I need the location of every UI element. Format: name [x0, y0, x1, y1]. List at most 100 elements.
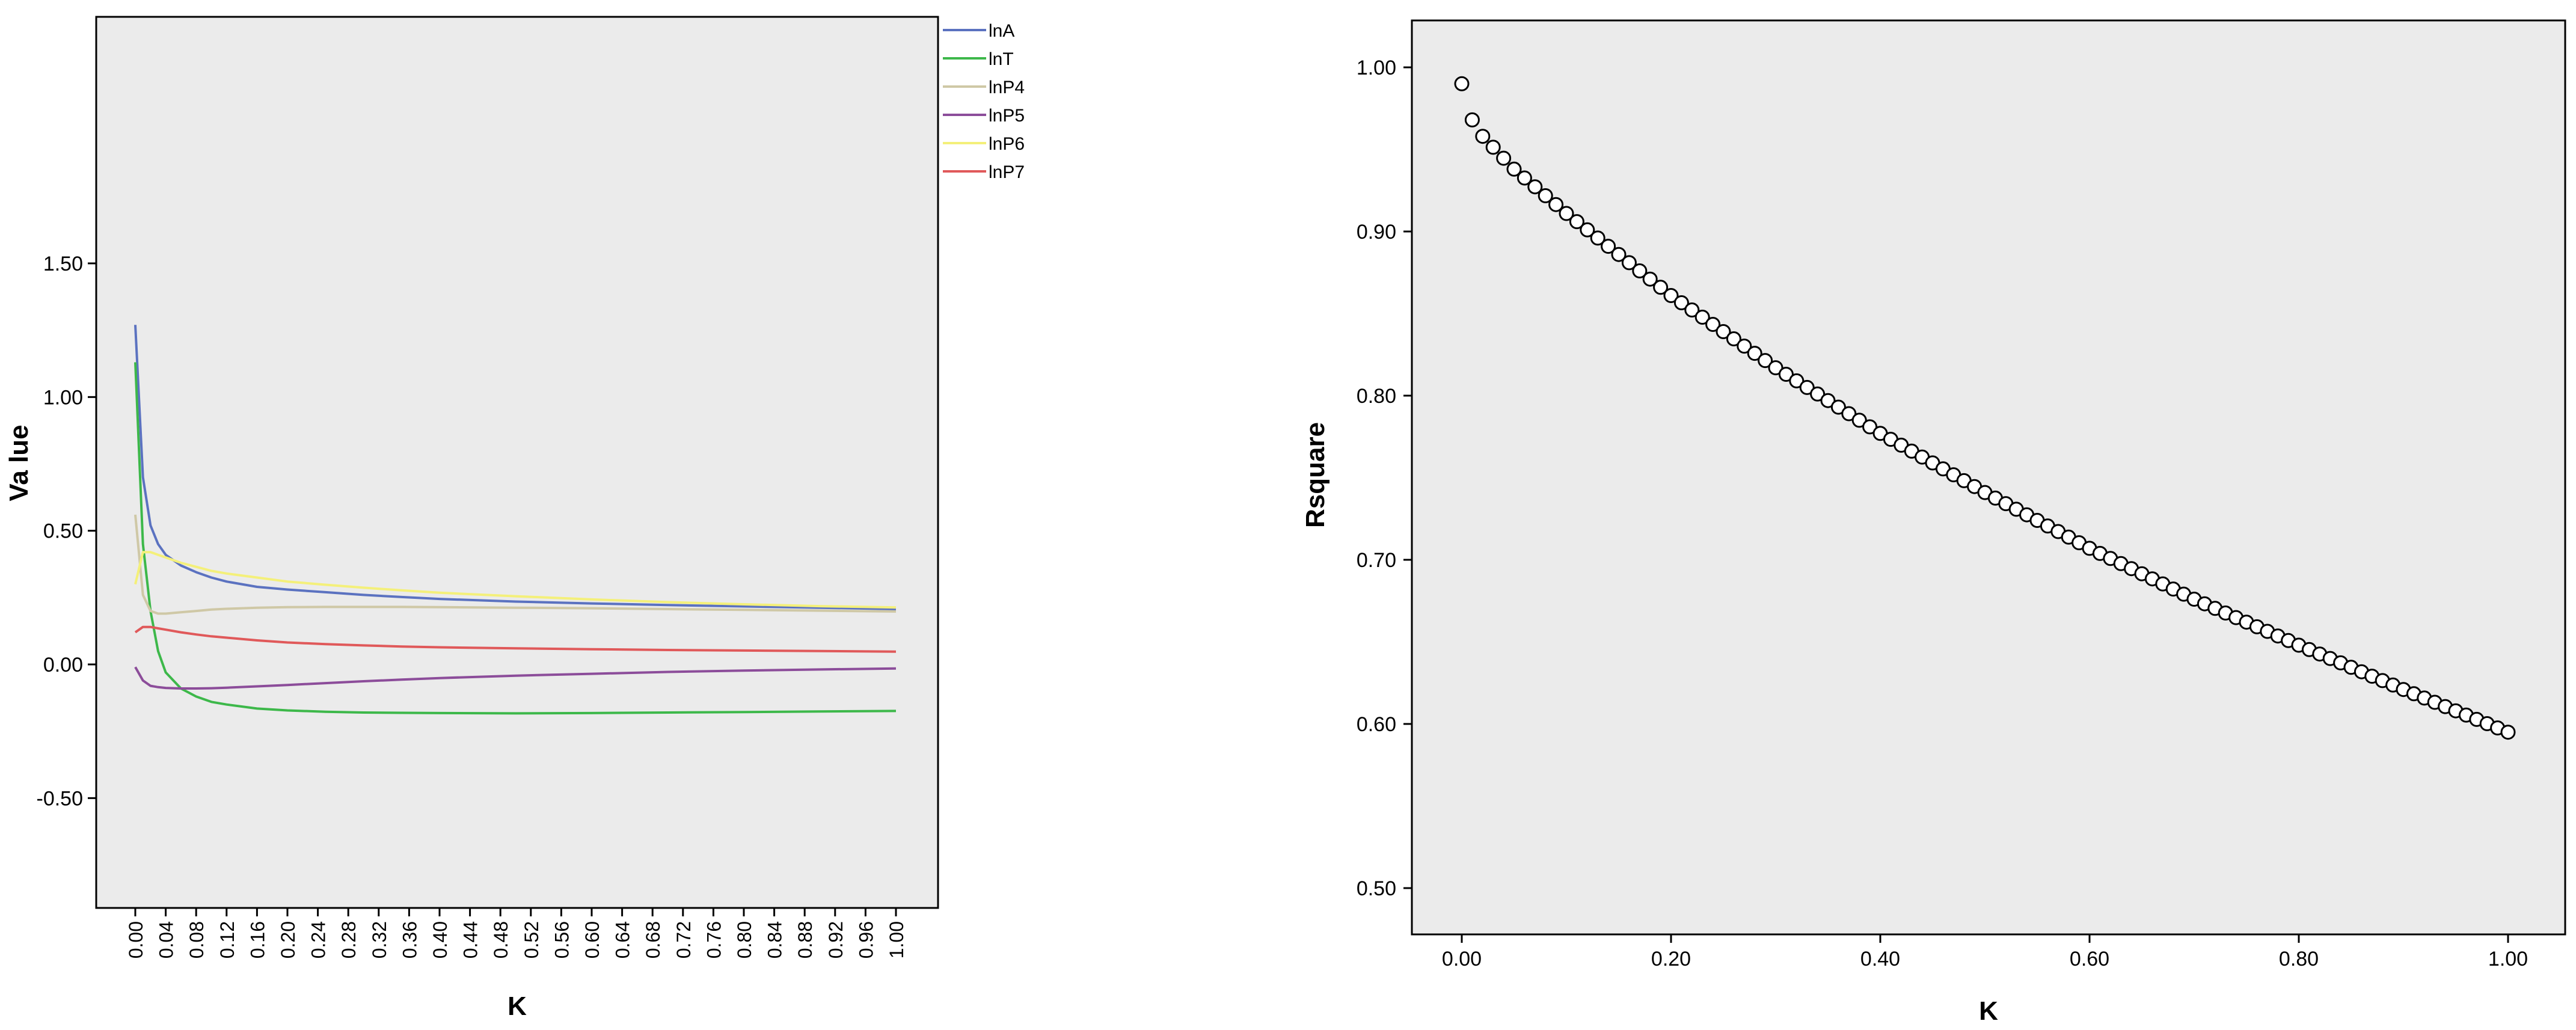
scatter-point [1548, 197, 1564, 212]
scatter-point [1464, 112, 1480, 127]
scatter-point [1820, 393, 1836, 408]
y-tick-label-left: 1.00 [43, 386, 83, 409]
series-line-lnT [134, 362, 897, 715]
scatter-point [1830, 399, 1846, 415]
scatter-point [1516, 170, 1532, 186]
scatter-point [1694, 310, 1710, 325]
scatter-point [1559, 206, 1574, 221]
scatter-point [1621, 255, 1637, 271]
x-tick-label-left: 0.12 [216, 921, 238, 958]
scatter-point [1454, 76, 1470, 91]
scatter-point [1726, 331, 1741, 346]
coefficient-trace-chart: -0.50 0.00 0.50 1.00 1.50 0.00 0.04 0.08 0.12 0.… [4, 16, 1025, 1021]
scatter-point [2500, 725, 2516, 740]
series-line-lnP7 [134, 625, 897, 653]
scatter-point [1810, 386, 1826, 402]
plot-area-left [95, 16, 939, 909]
legend-label-lnA: lnA [989, 21, 1014, 41]
x-tick-label-left: 0.68 [642, 921, 664, 958]
scatter-point [1506, 161, 1522, 177]
scatter-point [1642, 271, 1658, 287]
x-tick-label-right: 1.00 [2488, 948, 2528, 970]
x-tick-label-right: 0.20 [1651, 948, 1691, 970]
scatter-point [1716, 324, 1731, 339]
plot-area-right [1411, 19, 2566, 936]
scatter-point [1485, 139, 1501, 155]
scatter-point [1653, 280, 1669, 295]
scatter-point [1632, 263, 1648, 278]
legend: lnA lnT lnP4 lnP5 lnP6 lnP7 [943, 21, 1025, 182]
x-tick-label-left: 0.96 [855, 921, 877, 958]
scatter-point [1778, 367, 1794, 382]
scatter-point [1851, 412, 1867, 428]
x-tick-label-left: 0.80 [734, 921, 755, 958]
scatter-point [1590, 230, 1605, 246]
scatter-point [1768, 360, 1783, 376]
scatter-point [1538, 188, 1553, 203]
y-tick-label-left: -0.50 [37, 787, 84, 810]
scatter-point [1841, 406, 1857, 422]
scatter-point [1799, 379, 1815, 395]
y-tick-label-right: 0.60 [1357, 713, 1396, 736]
x-tick-label-left: 0.20 [277, 921, 299, 958]
x-tick-label-right: 0.80 [2279, 948, 2319, 970]
legend-label-lnP4: lnP4 [989, 78, 1025, 97]
scatter-point [1580, 222, 1595, 238]
x-axis-label-right: K [1979, 996, 1998, 1026]
scatter-point [1527, 179, 1543, 195]
y-tick-label-right: 1.00 [1357, 57, 1396, 79]
x-tick-label-left: 0.04 [156, 921, 177, 958]
x-tick-label-left: 0.44 [460, 921, 482, 958]
x-tick-label-left: 0.08 [186, 921, 207, 958]
y-tick-label-left: 0.50 [43, 520, 83, 543]
legend-label-lnP5: lnP5 [989, 106, 1025, 126]
legend-label-lnP7: lnP7 [989, 162, 1025, 182]
y-tick-label-right: 0.90 [1357, 221, 1396, 244]
x-axis-label-left: K [508, 992, 527, 1021]
scatter-point [1747, 346, 1762, 361]
x-tick-label-left: 0.00 [125, 921, 147, 958]
rsquare-scatter-chart: 0.50 0.60 0.70 0.80 0.90 1.00 0.00 0.20 0.40 0.6… [1301, 19, 2566, 1026]
scatter-point [1758, 353, 1773, 369]
x-tick-label-left: 0.84 [764, 921, 786, 958]
y-tick-label-right: 0.70 [1357, 549, 1396, 572]
x-tick-label-left: 1.00 [886, 921, 907, 958]
scatter-point [1475, 129, 1491, 144]
x-tick-label-left: 0.76 [703, 921, 725, 958]
x-tick-label-left: 0.52 [521, 921, 542, 958]
x-tick-label-right: 0.00 [1442, 948, 1482, 970]
x-tick-label-left: 0.36 [399, 921, 420, 958]
legend-label-lnT: lnT [989, 49, 1014, 69]
x-tick-label-left: 0.16 [247, 921, 268, 958]
scatter-point [1601, 239, 1616, 254]
series-line-lnP4 [134, 514, 897, 615]
scatter-point [1862, 419, 1878, 435]
x-tick-label-left: 0.72 [673, 921, 695, 958]
x-tick-label-left: 0.48 [490, 921, 512, 958]
x-tick-label-left: 0.88 [794, 921, 816, 958]
legend-label-lnP6: lnP6 [989, 134, 1025, 154]
scatter-point [1569, 214, 1584, 230]
scatter-point [1663, 288, 1679, 303]
y-tick-label-right: 0.50 [1357, 877, 1396, 900]
x-tick-label-left: 0.40 [429, 921, 451, 958]
y-axis-label-right: Rsquare [1301, 422, 1330, 528]
series-line-lnP5 [134, 666, 897, 690]
scatter-point [1789, 373, 1805, 388]
series-line-lnP6 [134, 551, 897, 609]
x-tick-label-left: 0.56 [551, 921, 572, 958]
x-tick-label-right: 0.60 [2070, 948, 2109, 970]
x-tick-label-left: 0.28 [338, 921, 360, 958]
x-tick-label-left: 0.24 [308, 921, 330, 958]
y-axis-label-left: Va lue [4, 425, 34, 501]
x-tick-label-left: 0.92 [825, 921, 847, 958]
y-tick-label-right: 0.80 [1357, 385, 1396, 408]
scatter-point [1684, 302, 1700, 317]
x-tick-label-left: 0.60 [581, 921, 603, 958]
x-tick-label-left: 0.32 [369, 921, 390, 958]
scatter-point [1611, 247, 1627, 262]
scatter-point [1737, 339, 1752, 354]
scatter-point [1673, 295, 1689, 310]
y-tick-label-left: 1.50 [43, 253, 83, 275]
